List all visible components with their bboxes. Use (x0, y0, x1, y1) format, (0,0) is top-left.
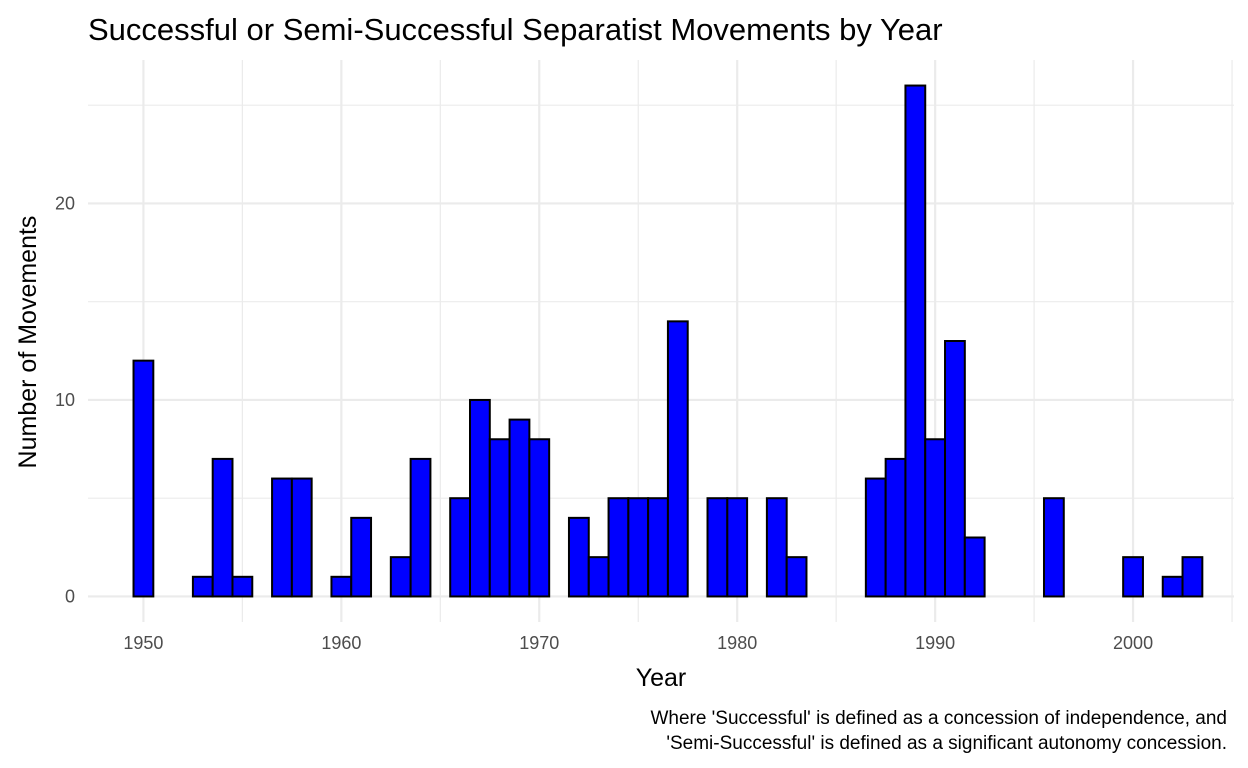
bar-1991 (944, 340, 966, 598)
x-tick-label: 1980 (717, 633, 757, 653)
y-tick-label: 0 (65, 586, 75, 606)
bar-1964 (409, 457, 432, 598)
bar-1963 (389, 556, 412, 598)
bar-1977 (666, 320, 689, 598)
bar-1992 (963, 536, 986, 598)
x-tick-label: 1950 (123, 633, 163, 653)
y-axis-title: Number of Movements (14, 216, 42, 469)
y-tick-label: 20 (55, 193, 75, 213)
x-tick-label: 1970 (519, 633, 559, 653)
bar-1983 (785, 556, 808, 598)
bar-1973 (587, 556, 610, 598)
bar-1988 (884, 457, 907, 598)
bar-1955 (231, 575, 254, 598)
y-tick-labels: 0 10 20 (55, 193, 75, 606)
x-tick-label: 1960 (321, 633, 361, 653)
bar-1974 (607, 497, 630, 598)
bar-1953 (191, 575, 214, 598)
bars (132, 84, 1204, 598)
caption-line-1: Where 'Successful' is defined as a conce… (650, 708, 1227, 729)
bar-1950 (132, 359, 155, 598)
chart-title: Successful or Semi-Successful Separatist… (88, 12, 943, 47)
bar-1976 (647, 497, 669, 598)
bar-1980 (726, 497, 749, 598)
bar-1969 (508, 418, 531, 598)
bar-1954 (211, 457, 234, 598)
bar-2003 (1181, 556, 1204, 598)
x-axis-title: Year (636, 664, 687, 692)
bar-1970 (528, 438, 551, 598)
y-tick-label: 10 (55, 390, 75, 410)
x-tick-label: 1990 (915, 633, 955, 653)
x-tick-labels: 1950 1960 1970 1980 1990 2000 (123, 633, 1153, 653)
bar-1982 (765, 497, 788, 598)
bar-1967 (469, 398, 491, 598)
bar-1989 (904, 84, 927, 598)
x-tick-label: 2000 (1113, 633, 1153, 653)
bar-1961 (350, 516, 373, 598)
bar-1957 (271, 477, 293, 598)
bar-1990 (924, 438, 947, 598)
bar-1996 (1042, 497, 1065, 598)
bar-1972 (567, 516, 590, 598)
bar-1975 (627, 497, 650, 598)
bar-2000 (1122, 556, 1144, 598)
bar-1979 (706, 497, 729, 598)
bar-1966 (449, 497, 471, 598)
bar-1958 (290, 477, 313, 598)
bar-1987 (864, 477, 887, 598)
caption-line-2: 'Semi-Successful' is defined as a signif… (666, 733, 1227, 754)
bar-1968 (488, 438, 511, 598)
bar-2002 (1161, 575, 1184, 598)
bar-1960 (330, 575, 353, 598)
